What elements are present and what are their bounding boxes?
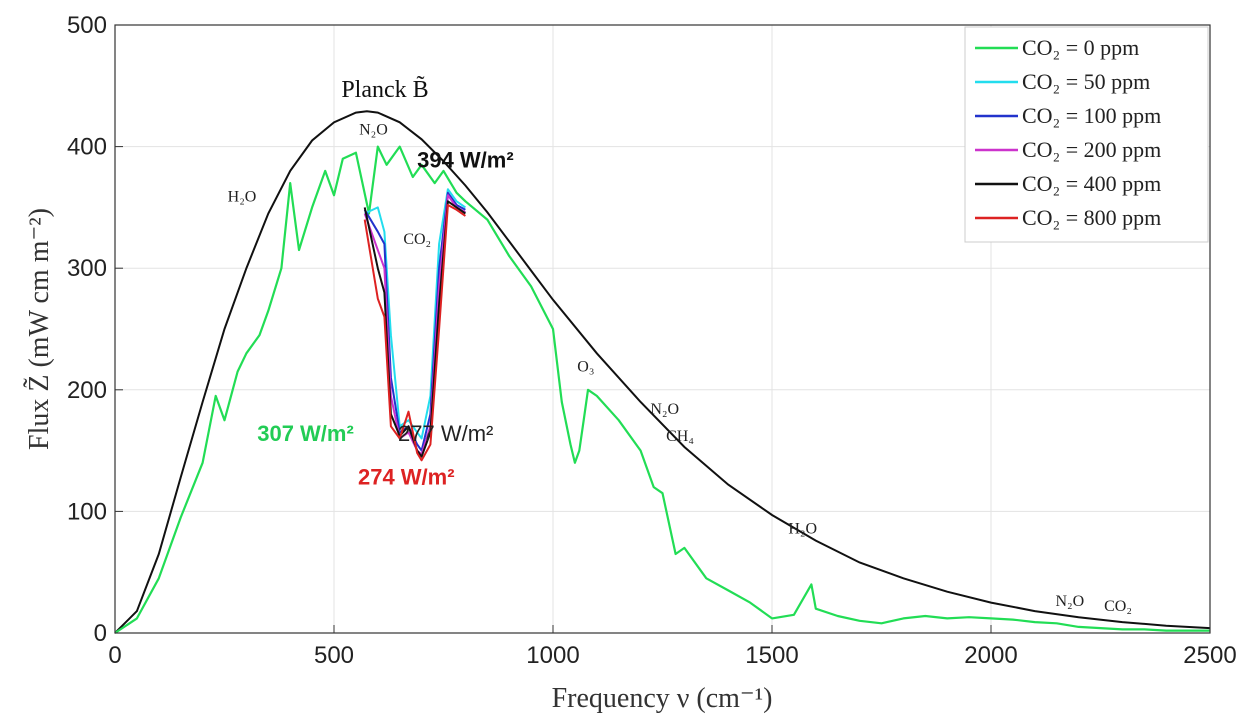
- flux-label: 274 W/m²: [358, 465, 455, 490]
- x-tick-label: 0: [108, 642, 121, 669]
- legend-entry: CO₂ = 800 ppm: [1022, 205, 1161, 230]
- gas-annotation: O₃: [577, 359, 594, 376]
- y-axis-label: Flux Z̃ (mW cm m⁻²): [23, 208, 55, 450]
- x-tick-label: 2000: [964, 642, 1017, 669]
- legend: CO₂ = 0 ppm CO₂ = 50 ppm CO₂ = 100 ppm CO₂ …: [964, 26, 1209, 243]
- flux-label: 394 W/m²: [417, 147, 514, 172]
- gas-annotation: H₂O: [788, 520, 817, 537]
- planck-curve: [114, 110, 1211, 634]
- x-tick-label: 2500: [1183, 642, 1236, 669]
- y-tick-label: 100: [67, 498, 107, 525]
- planck-label: Planck B̃: [341, 75, 428, 103]
- gas-annotation: CO₂: [1104, 598, 1132, 615]
- legend-entry: CO₂ = 400 ppm: [1022, 171, 1161, 196]
- series-line: [114, 145, 1210, 634]
- y-tick-label: 400: [67, 134, 107, 161]
- y-tick-label: 300: [67, 255, 107, 282]
- legend-entry: CO₂ = 200 ppm: [1022, 137, 1161, 162]
- flux-labels: 394 W/m² 307 W/m² 277 W/m² 274 W/m²: [257, 147, 513, 489]
- y-tick-label: 0: [94, 620, 107, 647]
- series-line: [363, 204, 466, 462]
- legend-entry: CO₂ = 0 ppm: [1022, 35, 1139, 60]
- plot-frame: [114, 24, 1211, 634]
- gas-annotation: N₂O: [359, 121, 388, 138]
- series-line: [364, 188, 466, 440]
- flux-label: 277 W/m²: [398, 421, 493, 446]
- y-tick-label: 500: [67, 12, 107, 39]
- series-line: [363, 191, 466, 452]
- y-tick-label: 200: [67, 377, 107, 404]
- gas-annotation: CH₄: [666, 428, 694, 445]
- x-tick-label: 1000: [526, 642, 579, 669]
- legend-box: [964, 26, 1209, 243]
- x-tick-label: 1500: [745, 642, 798, 669]
- gas-annotation: N₂O: [1055, 593, 1084, 610]
- legend-entry: CO₂ = 100 ppm: [1022, 103, 1161, 128]
- x-axis-label: Frequency ν (cm⁻¹): [552, 683, 773, 714]
- series-lines: [114, 110, 1211, 634]
- gas-annotation: N₂O: [650, 401, 679, 418]
- flux-label: 307 W/m²: [257, 421, 354, 446]
- y-tick-labels: 0 100 200 300 400 500: [67, 12, 107, 647]
- legend-entry: CO₂ = 50 ppm: [1022, 69, 1150, 94]
- annotations: H₂O N₂O CO₂ O₃ N₂O CH₄ H₂O N₂O CO₂: [228, 121, 1132, 615]
- gas-annotation: CO₂: [403, 231, 431, 248]
- gas-annotation: H₂O: [228, 188, 257, 205]
- x-tick-labels: 0 500 1000 1500 2000 2500: [108, 642, 1236, 669]
- x-tick-label: 500: [314, 642, 354, 669]
